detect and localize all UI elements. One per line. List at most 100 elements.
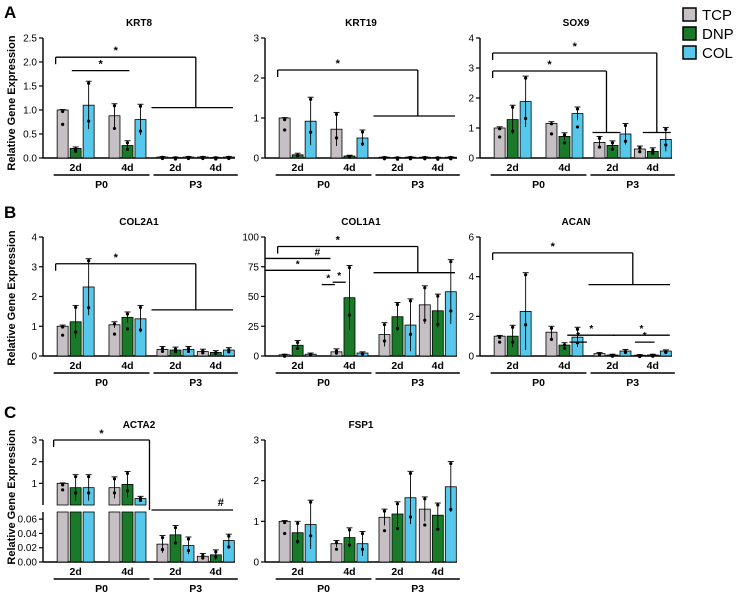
sig-label: * <box>296 259 300 270</box>
group-label: 4d <box>121 360 133 372</box>
y-label-row-b: Relative Gene Expression <box>6 230 18 365</box>
y-tick-label: 1 <box>253 114 259 125</box>
data-point <box>549 122 554 126</box>
data-point <box>449 157 453 161</box>
y-tick-label: 2.0 <box>23 58 37 69</box>
data-point <box>214 550 218 554</box>
period-label: P3 <box>189 583 202 595</box>
data-point <box>125 471 130 476</box>
y-tick-label: 0.5 <box>23 130 37 141</box>
legend-label-dnp: DNP <box>702 26 734 43</box>
period-label: P0 <box>95 179 108 191</box>
data-point <box>436 294 440 298</box>
data-point <box>360 531 365 536</box>
data-point <box>125 141 130 145</box>
data-point <box>201 349 205 353</box>
y-tick-label: 2.5 <box>23 34 37 45</box>
chart-fsp1: FSP1 0 1 2 3 2d 4d 2d 4d P0 P3 <box>253 420 460 595</box>
group-label: 4d <box>558 162 570 174</box>
y-tick-label: 3 <box>253 436 259 447</box>
chart-sox9: SOX9 0 1 2 3 4 2d 4d 2d 4d P0 P3 * * <box>468 18 675 191</box>
chart-krt8: KRT8 0.0 0.5 1.0 1.5 2.0 2.5 2d 4d 2d 4d P0 P3 * * <box>23 18 238 191</box>
data-point <box>436 322 440 326</box>
data-point <box>498 335 502 339</box>
data-point <box>296 153 300 157</box>
data-point <box>436 527 440 531</box>
bar <box>493 335 506 357</box>
data-point <box>74 330 78 334</box>
group-label: 2d <box>292 360 304 372</box>
data-point <box>309 500 313 504</box>
period-label: P3 <box>411 377 424 389</box>
data-point <box>138 129 143 133</box>
data-point <box>549 326 554 330</box>
data-point <box>395 326 400 331</box>
group-label: 2d <box>70 360 82 372</box>
data-point <box>214 351 218 355</box>
sig-label: * <box>573 41 578 53</box>
data-point <box>408 515 413 519</box>
group-label: 2d <box>169 566 181 578</box>
sig-label: * <box>326 274 330 285</box>
y-tick-label: 4 <box>468 34 474 45</box>
group-label: 4d <box>210 360 222 372</box>
data-point <box>186 349 191 354</box>
bar <box>108 511 121 563</box>
data-point <box>125 488 130 493</box>
legend-label-tcp: TCP <box>702 7 732 24</box>
data-point <box>382 529 387 533</box>
bar <box>278 117 291 159</box>
data-point <box>125 147 130 151</box>
y-label-row-a: Relative Gene Expression <box>6 35 18 170</box>
data-point <box>87 475 91 479</box>
data-point <box>160 349 165 354</box>
data-point <box>610 354 615 358</box>
data-point <box>408 471 413 475</box>
data-point <box>423 497 427 501</box>
data-point <box>638 355 642 359</box>
chart-title: ACAN <box>562 217 591 228</box>
group-label: 4d <box>343 566 355 578</box>
sig-label: * <box>114 45 119 57</box>
y-tick-label: 0 <box>253 352 259 363</box>
y-label-row-c: Relative Gene Expression <box>6 429 18 564</box>
data-point <box>334 547 339 551</box>
data-point <box>61 109 65 114</box>
data-point <box>334 136 339 140</box>
data-point <box>309 534 313 538</box>
y-tick-label: 3 <box>253 34 259 45</box>
sig-label: * <box>337 271 341 282</box>
bar <box>56 511 69 563</box>
data-point <box>138 305 143 310</box>
data-point <box>549 337 554 341</box>
data-point <box>347 528 352 532</box>
data-point <box>623 349 628 354</box>
sig-label: * <box>589 324 593 335</box>
data-point <box>623 139 628 143</box>
chart-title: COL2A1 <box>119 217 159 228</box>
group-label: 2d <box>169 162 181 174</box>
y-tick-label: 2 <box>468 94 474 105</box>
data-point <box>201 553 205 558</box>
data-point <box>112 491 117 495</box>
group-label: 4d <box>343 162 355 174</box>
group-label: 4d <box>210 162 222 174</box>
chart-krt19: KRT19 0 1 2 3 2d 4d 2d 4d P0 P3 * <box>253 18 460 191</box>
group-label: 4d <box>343 360 355 372</box>
y-tick-label: 2 <box>31 292 37 303</box>
legend-label-col: COL <box>702 45 733 62</box>
data-point <box>74 475 78 479</box>
data-point <box>112 126 117 131</box>
data-point <box>283 531 287 536</box>
group-label: 2d <box>70 162 82 174</box>
chart-title: ACTA2 <box>123 420 156 431</box>
data-point <box>173 541 178 545</box>
bar <box>82 511 95 563</box>
data-point <box>74 147 78 151</box>
y-tick-label: 1.5 <box>23 82 37 93</box>
data-point <box>112 332 117 336</box>
period-label: P3 <box>411 583 424 595</box>
data-point <box>296 346 300 351</box>
period-label: P3 <box>626 377 639 389</box>
